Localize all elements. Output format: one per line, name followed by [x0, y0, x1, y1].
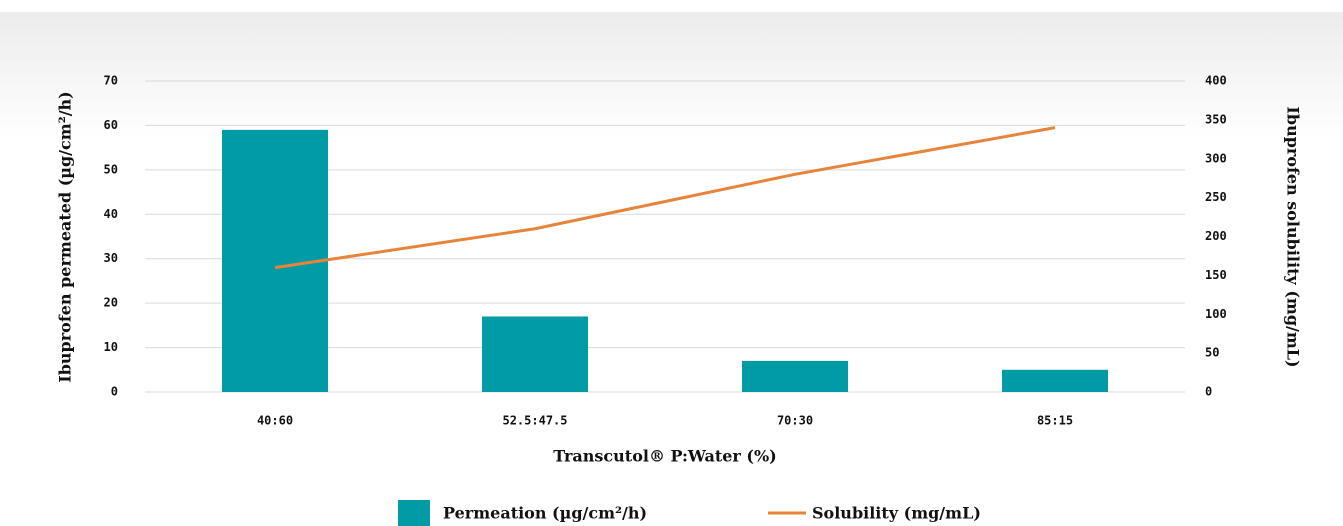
y2-tick-label: 300 [1205, 151, 1227, 165]
y-tick-label: 10 [104, 340, 118, 354]
y2-tick-label: 400 [1205, 74, 1227, 88]
legend-label: Solubility (mg/mL) [812, 504, 981, 523]
y2-axis-title: Ibuprofen solubility (mg/mL) [1284, 106, 1303, 367]
bar [1002, 369, 1108, 392]
legend-label: Permeation (µg/cm²/h) [443, 504, 647, 523]
y2-tick-label: 350 [1205, 112, 1227, 126]
y-tick-label: 30 [104, 251, 118, 265]
y-tick-label: 20 [104, 296, 118, 310]
y2-tick-label: 50 [1205, 346, 1219, 360]
y2-tick-label: 0 [1205, 385, 1212, 399]
x-axis-title: Transcutol® P:Water (%) [553, 447, 777, 466]
y2-tick-label: 250 [1205, 190, 1227, 204]
x-tick-label: 40:60 [257, 414, 293, 428]
x-tick-label: 70:30 [777, 414, 813, 428]
x-tick-label: 52.5:47.5 [502, 414, 567, 428]
y-tick-label: 60 [104, 118, 118, 132]
y-axis-title: Ibuprofen permeated (µg/cm²/h) [56, 91, 75, 383]
bar [482, 316, 588, 392]
y-tick-label: 0 [111, 385, 118, 399]
x-tick-label: 85:15 [1037, 414, 1073, 428]
line [274, 126, 1056, 270]
y2-tick-label: 200 [1205, 229, 1227, 243]
y-tick-label: 70 [104, 74, 118, 88]
y-tick-label: 50 [104, 162, 118, 176]
y2-tick-label: 100 [1205, 307, 1227, 321]
y2-tick-label: 150 [1205, 268, 1227, 282]
bar [742, 360, 848, 392]
y-tick-label: 40 [104, 207, 118, 221]
legend-swatch [398, 500, 430, 526]
